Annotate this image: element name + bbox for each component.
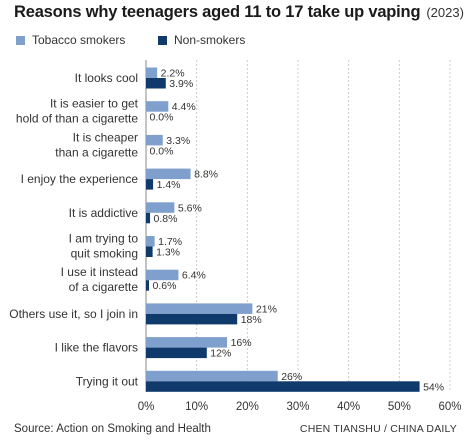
data-label: 16%	[231, 337, 252, 349]
category-label-line: I am trying to	[69, 232, 139, 246]
category-label: I use it instead of a cigarette	[61, 265, 139, 294]
x-tick-label: 60%	[438, 401, 461, 413]
chart-title: Reasons why teenagers aged 11 to 17 take…	[14, 3, 421, 21]
data-label: 6.4%	[182, 270, 206, 282]
bar-tobacco-smokers	[146, 202, 175, 213]
category-label-line: I use it instead	[61, 265, 138, 279]
category-label-line: quit smoking	[71, 247, 138, 261]
legend-swatch-tobacco-smokers	[16, 35, 25, 45]
legend-label-non-smokers: Non-smokers	[174, 33, 246, 47]
bar-tobacco-smokers	[146, 269, 179, 281]
x-tick-label: 30%	[286, 401, 309, 413]
data-label: 12%	[210, 348, 231, 360]
category-label: I enjoy the experience	[21, 172, 139, 186]
source-note: Source: Action on Smoking and Health	[14, 423, 211, 435]
bar-tobacco-smokers	[146, 236, 155, 247]
bar-non-smokers	[146, 212, 151, 224]
bar-tobacco-smokers	[146, 134, 163, 146]
bar-tobacco-smokers	[146, 303, 253, 314]
legend-swatch-non-smokers	[158, 35, 167, 45]
category-label: I am trying to quit smoking	[69, 232, 139, 261]
bar-non-smokers	[146, 313, 238, 325]
category-label: I like the flavors	[55, 341, 138, 355]
category-label-line: It is cheaper	[73, 130, 138, 144]
bar-tobacco-smokers	[146, 168, 191, 180]
data-label: 0.6%	[153, 280, 177, 292]
bars	[146, 67, 420, 392]
x-tick-label: 40%	[337, 401, 360, 413]
legend-item-non-smokers: Non-smokers	[158, 33, 245, 47]
grid-lines	[145, 60, 451, 392]
bar-tobacco-smokers	[146, 67, 158, 78]
chart-subtitle: (2023)	[426, 5, 464, 20]
data-label: 54%	[423, 381, 444, 393]
bar-non-smokers	[146, 78, 166, 89]
bar-non-smokers	[146, 246, 153, 257]
x-tick-label: 20%	[236, 401, 259, 413]
legend-label-tobacco-smokers: Tobacco smokers	[32, 33, 126, 47]
data-label: 26%	[281, 371, 302, 383]
data-label: 21%	[256, 303, 277, 315]
data-label: 1.7%	[158, 236, 182, 248]
category-label: It looks cool	[75, 71, 138, 85]
data-label: 8.8%	[194, 169, 218, 181]
category-label: Trying it out	[76, 374, 139, 388]
data-label: 4.4%	[172, 101, 196, 113]
data-label: 0.0%	[150, 112, 174, 124]
legend-item-tobacco-smokers: Tobacco smokers	[16, 33, 125, 47]
data-label: 0.8%	[154, 213, 178, 225]
data-label: 3.3%	[166, 135, 190, 147]
credit-line: CHEN TIANSHU / CHINA DAILY	[299, 423, 457, 435]
data-label: 1.3%	[156, 247, 180, 259]
bar-tobacco-smokers	[146, 337, 228, 348]
category-label-line: hold of than a cigarette	[16, 112, 138, 126]
data-label: 5.6%	[178, 202, 202, 214]
category-label: Others use it, so I join in	[9, 307, 138, 321]
labels: 0% 10% 20% 30% 40% 50% 60% 2.2%3.9% It looks coo…	[9, 68, 461, 414]
bar-tobacco-smokers	[146, 101, 169, 112]
x-tick-label: 10%	[185, 401, 208, 413]
x-tick-label: 0%	[138, 401, 155, 413]
bar-tobacco-smokers	[146, 370, 278, 382]
bar-non-smokers	[146, 381, 420, 392]
bar-non-smokers	[146, 280, 150, 291]
category-label-line: It is easier to get	[50, 97, 139, 111]
data-label: 1.4%	[157, 179, 181, 191]
x-tick-label: 50%	[388, 401, 411, 413]
category-label: It is addictive	[69, 206, 139, 220]
bar-non-smokers	[146, 179, 154, 190]
category-label: It is cheaper than a cigarette	[55, 130, 138, 159]
category-label-line: of a cigarette	[69, 280, 139, 294]
data-label: 0.0%	[150, 145, 174, 157]
data-label: 3.9%	[169, 78, 193, 90]
chart-title-row: Reasons why teenagers aged 11 to 17 take…	[14, 3, 464, 22]
category-label-line: than a cigarette	[55, 145, 138, 159]
bar-non-smokers	[146, 347, 207, 359]
category-label: It is easier to get hold of than a cigare…	[16, 97, 139, 126]
data-label: 18%	[241, 314, 262, 326]
data-label: 2.2%	[161, 68, 185, 80]
